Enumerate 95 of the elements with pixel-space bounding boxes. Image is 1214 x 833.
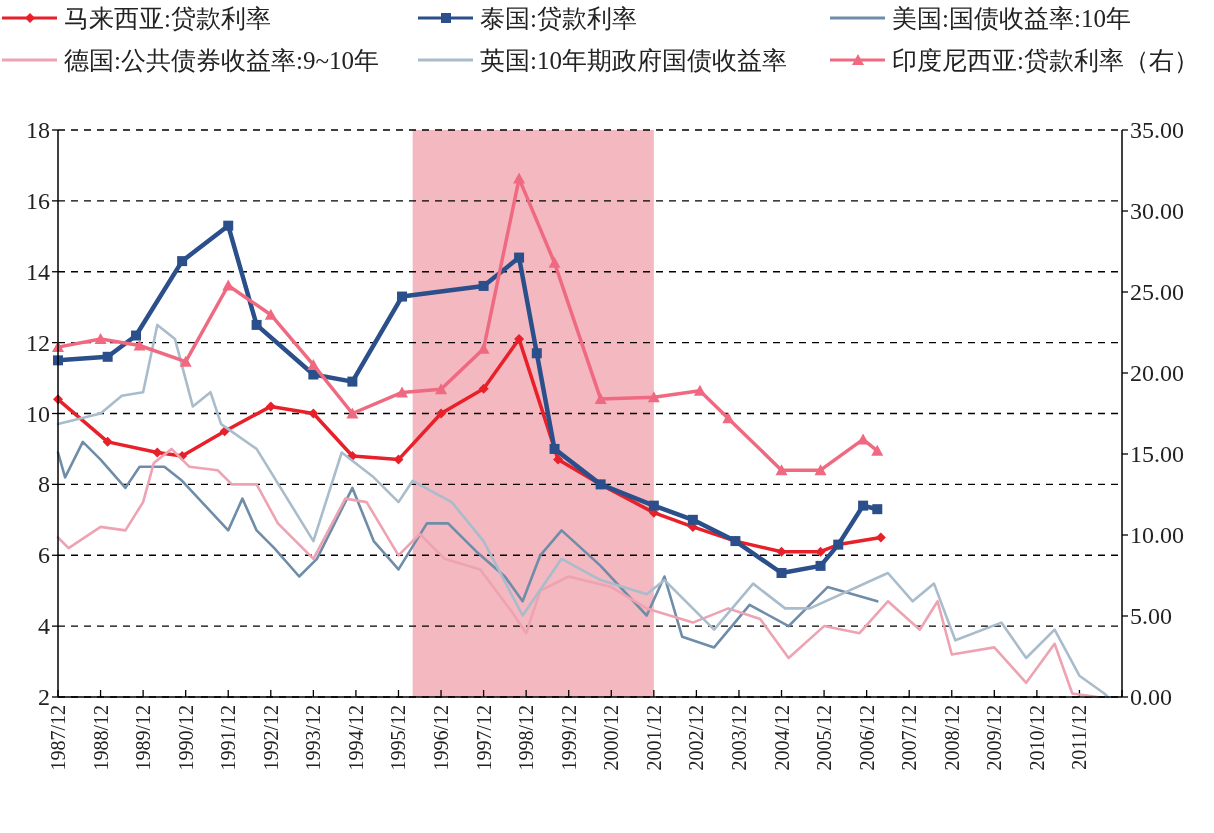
point <box>397 291 408 302</box>
y-tick-label: 16 <box>26 187 50 214</box>
x-tick-label: 2007/12 <box>898 705 921 771</box>
point <box>102 351 113 362</box>
point <box>815 560 826 571</box>
point <box>436 408 447 419</box>
x-tick-label: 1992/12 <box>259 705 282 771</box>
point <box>152 447 163 458</box>
legend-label: 德国:公共债券收益率:9~10年 <box>64 47 379 74</box>
line-series <box>56 447 1099 699</box>
point <box>549 443 560 454</box>
point <box>265 401 276 412</box>
y2-tick-label: 20.00 <box>1130 360 1184 386</box>
y-tick-label: 2 <box>38 684 50 710</box>
y2-tick-label: 15.00 <box>1130 441 1184 467</box>
point <box>396 386 409 398</box>
x-tick-label: 2005/12 <box>813 705 836 771</box>
x-tick-label: 1987/12 <box>47 705 69 771</box>
y-tick-label: 18 <box>26 117 50 143</box>
x-tick-label: 2000/12 <box>600 705 623 771</box>
x-tick-label: 1997/12 <box>472 705 495 771</box>
point <box>722 412 735 424</box>
point <box>264 308 277 320</box>
point <box>347 376 358 387</box>
x-tick-label: 1994/12 <box>344 705 367 771</box>
line-series <box>56 323 1110 699</box>
x-tick-label: 2006/12 <box>855 705 878 771</box>
point <box>548 256 561 268</box>
y-tick-label: 10 <box>26 400 50 427</box>
y2-tick-label: 25.00 <box>1130 279 1184 305</box>
x-tick-label: 1991/12 <box>217 705 240 771</box>
legend-label: 美国:国债收益率:10年 <box>892 5 1131 32</box>
point <box>594 392 607 404</box>
x-tick-label: 2003/12 <box>727 705 750 771</box>
point <box>94 332 107 344</box>
point <box>223 220 234 231</box>
y2-tick-label: 10.00 <box>1130 522 1184 548</box>
legend-label: 印度尼西亚:贷款利率（右） <box>892 47 1199 74</box>
legend-label: 马来西亚:贷款利率 <box>64 5 271 32</box>
point <box>478 280 489 291</box>
x-tick-label: 2001/12 <box>642 705 665 771</box>
point <box>478 383 489 394</box>
x-tick-label: 1998/12 <box>515 705 538 771</box>
point <box>179 355 192 367</box>
legend-label: 英国:10年期政府国债收益率 <box>480 47 787 74</box>
y-tick-label: 4 <box>38 613 50 640</box>
y-tick-label: 6 <box>38 542 50 569</box>
point <box>435 383 448 395</box>
y2-tick-label: 0.00 <box>1130 684 1172 710</box>
line-series <box>56 440 879 649</box>
point <box>307 358 320 370</box>
y-tick-label: 12 <box>26 329 50 356</box>
legend-label: 泰国:贷款利率 <box>480 5 637 32</box>
point <box>648 500 659 511</box>
point <box>858 500 869 511</box>
x-tick-label: 1990/12 <box>174 705 197 771</box>
x-tick-label: 1988/12 <box>89 705 112 771</box>
point <box>814 464 827 476</box>
point <box>775 464 788 476</box>
y-tick-label: 8 <box>38 471 50 498</box>
point <box>308 408 319 419</box>
x-tick-label: 2009/12 <box>983 705 1006 771</box>
point <box>513 172 526 184</box>
point <box>687 514 698 525</box>
y-tick-label: 14 <box>26 258 50 285</box>
x-tick-label: 2004/12 <box>770 705 793 771</box>
point <box>875 532 886 543</box>
point <box>872 504 883 515</box>
point <box>133 339 146 351</box>
y2-tick-label: 30.00 <box>1130 198 1184 224</box>
point <box>346 407 359 419</box>
x-tick-label: 2011/12 <box>1068 705 1091 770</box>
point <box>693 384 706 396</box>
x-tick-label: 1999/12 <box>557 705 580 771</box>
x-tick-label: 2010/12 <box>1025 705 1048 771</box>
point <box>102 436 113 447</box>
point <box>647 391 660 403</box>
y2-tick-label: 5.00 <box>1130 603 1172 629</box>
y2-tick-label: 35.00 <box>1130 117 1184 143</box>
point <box>553 454 564 465</box>
point <box>308 369 319 380</box>
point <box>776 567 787 578</box>
point <box>177 256 188 267</box>
x-tick-label: 2008/12 <box>940 705 963 771</box>
point <box>514 252 525 263</box>
point <box>531 348 542 359</box>
x-tick-label: 1995/12 <box>387 705 410 771</box>
x-tick-label: 1993/12 <box>302 705 325 771</box>
point <box>131 330 142 341</box>
point <box>514 334 525 345</box>
point <box>251 319 262 330</box>
x-tick-label: 2002/12 <box>685 705 708 771</box>
x-tick-label: 1989/12 <box>132 705 155 771</box>
x-tick-label: 1996/12 <box>430 705 453 771</box>
point <box>871 444 884 456</box>
